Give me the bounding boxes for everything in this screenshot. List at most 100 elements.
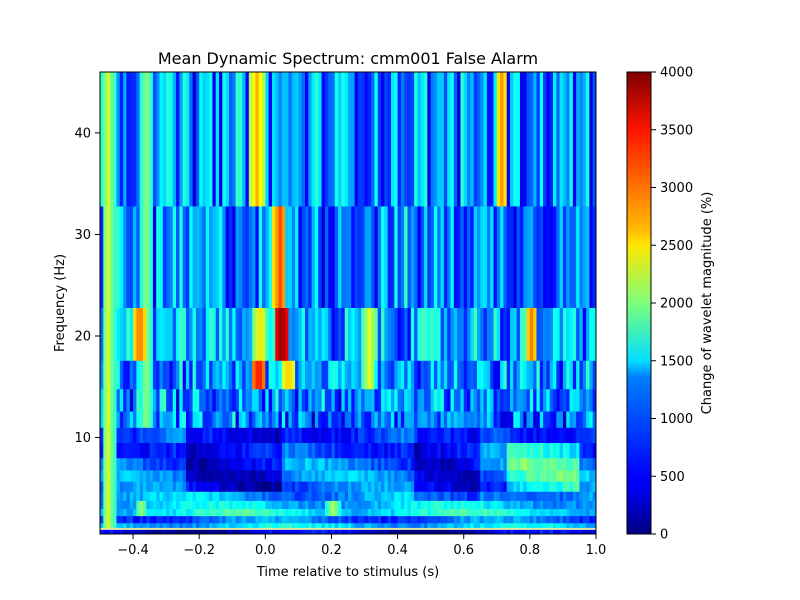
heatmap-cell <box>106 427 111 444</box>
heatmap-cell <box>281 457 286 471</box>
heatmap-cell <box>543 470 547 482</box>
heatmap-cell <box>377 470 382 482</box>
heatmap-cell <box>516 481 521 492</box>
heatmap-cell <box>288 307 293 361</box>
heatmap-cell <box>367 360 372 390</box>
heatmap-cell <box>301 508 306 517</box>
heatmap-cell <box>397 206 402 308</box>
heatmap-cell <box>397 427 402 444</box>
heatmap-cell <box>437 307 442 361</box>
heatmap-cell <box>314 470 319 482</box>
heatmap-cell <box>381 427 385 444</box>
heatmap-cell <box>437 470 442 482</box>
heatmap-cell <box>576 457 581 471</box>
heatmap-cell <box>503 411 508 428</box>
heatmap-cell <box>133 508 137 517</box>
heatmap-cell <box>549 481 554 492</box>
heatmap-cell <box>258 508 263 517</box>
heatmap-cell <box>255 491 260 501</box>
heatmap-cell <box>529 411 534 428</box>
heatmap-cell <box>106 442 111 459</box>
heatmap-cell <box>453 457 458 471</box>
heatmap-cell <box>486 491 491 501</box>
heatmap-cell <box>268 522 273 530</box>
heatmap-cell <box>351 481 356 492</box>
heatmap-cell <box>103 508 108 517</box>
heatmap-cell <box>305 481 309 492</box>
heatmap-cell <box>447 388 452 412</box>
colorbar-tick-label: 0 <box>660 528 668 543</box>
heatmap-cell <box>318 522 323 530</box>
heatmap-cell <box>308 508 313 517</box>
heatmap-cell <box>586 515 590 524</box>
heatmap-cell <box>281 307 286 361</box>
heatmap-cell <box>149 206 154 308</box>
heatmap-cell <box>490 206 495 308</box>
heatmap-cell <box>348 470 352 482</box>
heatmap-cell <box>453 72 458 207</box>
heatmap-cell <box>195 411 200 428</box>
heatmap-cell <box>420 522 425 530</box>
heatmap-cell <box>516 500 521 510</box>
heatmap-cell <box>146 515 151 524</box>
heatmap-cell <box>579 515 584 524</box>
heatmap-cell <box>433 470 438 482</box>
heatmap-cell <box>238 481 243 492</box>
heatmap-cell <box>225 481 230 492</box>
heatmap-cell <box>467 307 471 361</box>
heatmap-cell <box>460 206 465 308</box>
heatmap-cell <box>420 307 425 361</box>
heatmap-cell <box>238 72 243 207</box>
heatmap-cell <box>126 522 131 530</box>
heatmap-cell <box>483 72 488 207</box>
heatmap-cell <box>410 500 415 510</box>
heatmap-cell <box>182 442 187 459</box>
heatmap-cell <box>546 388 551 412</box>
heatmap-cell <box>189 515 194 524</box>
heatmap-cell <box>483 360 488 390</box>
heatmap-cell <box>305 528 309 534</box>
heatmap-cell <box>232 388 237 412</box>
heatmap-cell <box>139 206 144 308</box>
heatmap-cell <box>133 515 137 524</box>
heatmap-cell <box>176 528 180 534</box>
heatmap-cell <box>453 388 458 412</box>
heatmap-cell <box>470 528 475 534</box>
heatmap-cell <box>357 206 362 308</box>
heatmap-cell <box>179 442 184 459</box>
heatmap-cell <box>331 457 336 471</box>
heatmap-cell <box>199 508 204 517</box>
heatmap-cell <box>513 515 518 524</box>
heatmap-cell <box>582 508 587 517</box>
heatmap-cell <box>295 457 299 471</box>
heatmap-cell <box>321 481 326 492</box>
heatmap-cell <box>420 360 425 390</box>
heatmap-cell <box>463 522 468 530</box>
heatmap-cell <box>506 427 511 444</box>
heatmap-cell <box>519 528 524 534</box>
heatmap-cell <box>529 522 534 530</box>
heatmap-cell <box>579 481 584 492</box>
heatmap-cell <box>490 508 495 517</box>
heatmap-cell <box>430 442 435 459</box>
heatmap-cell <box>142 411 147 428</box>
heatmap-cell <box>268 411 273 428</box>
heatmap-cell <box>447 470 452 482</box>
heatmap-cell <box>235 427 240 444</box>
heatmap-cell <box>341 457 346 471</box>
heatmap-cell <box>344 500 349 510</box>
heatmap-cell <box>361 72 366 207</box>
heatmap-cell <box>103 457 108 471</box>
heatmap-cell <box>566 491 571 501</box>
heatmap-cell <box>572 500 577 510</box>
heatmap-cell <box>338 457 342 471</box>
heatmap-cell <box>390 470 395 482</box>
heatmap-cell <box>255 360 260 390</box>
heatmap-cell <box>529 427 534 444</box>
heatmap-cell <box>460 491 465 501</box>
heatmap-cell <box>543 491 547 501</box>
heatmap-cell <box>586 528 590 534</box>
heatmap-cell <box>189 522 194 530</box>
heatmap-cell <box>334 522 339 530</box>
heatmap-cell <box>301 72 306 207</box>
